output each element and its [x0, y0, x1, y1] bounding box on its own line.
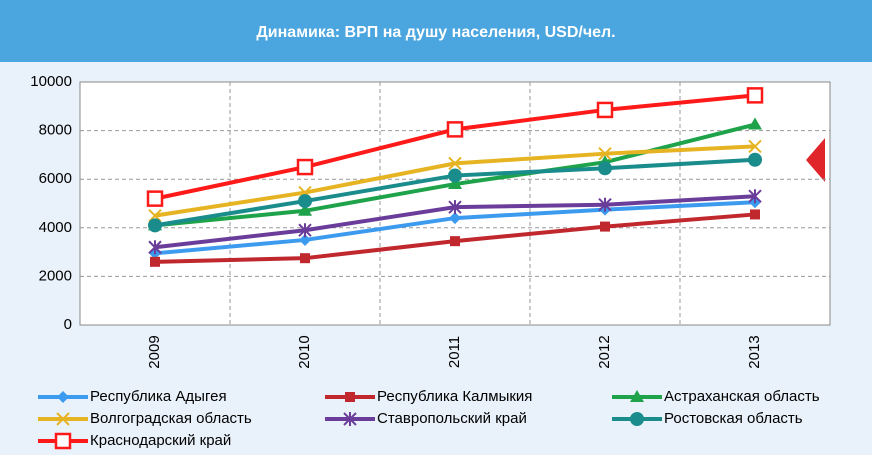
marker: [298, 223, 312, 238]
marker: [450, 236, 460, 247]
marker: [448, 177, 462, 190]
marker: [746, 87, 764, 104]
marker: [630, 412, 644, 426]
marker: [343, 412, 357, 426]
marker: [598, 197, 612, 212]
marker: [598, 161, 612, 176]
marker: [598, 146, 612, 161]
y-tick-label: 8000: [39, 122, 72, 139]
y-tick-label: 6000: [39, 170, 72, 187]
legend-label: Астраханская область: [664, 388, 820, 405]
marker: [630, 390, 644, 402]
marker: [748, 152, 762, 167]
marker: [54, 432, 72, 450]
marker: [750, 209, 760, 220]
marker: [57, 391, 69, 403]
x-tick-label: 2009: [146, 335, 163, 368]
plot-border: [79, 81, 831, 326]
marker: [448, 200, 462, 215]
x-tick-label: 2012: [596, 335, 613, 368]
title-banner: [0, 0, 872, 62]
x-tick-label: 2010: [296, 335, 313, 368]
legend-label: Волгоградская область: [90, 410, 252, 427]
marker: [148, 240, 162, 255]
marker: [298, 203, 312, 216]
marker: [748, 117, 762, 130]
y-tick-label: 2000: [39, 267, 72, 284]
marker: [298, 194, 312, 209]
marker: [748, 189, 762, 204]
marker: [296, 158, 314, 176]
marker: [146, 190, 164, 207]
marker: [448, 168, 462, 183]
marker: [299, 233, 311, 246]
marker: [448, 156, 462, 171]
legend-label: Краснодарский край: [90, 432, 231, 449]
legend-label: Республика Калмыкия: [377, 388, 532, 405]
marker: [748, 139, 762, 154]
marker: [449, 212, 461, 225]
pointer: [806, 138, 825, 182]
marker: [446, 121, 464, 138]
y-tick-label: 0: [64, 316, 72, 333]
marker: [596, 101, 614, 119]
marker: [148, 218, 162, 233]
legend-label: Республика Адыгея: [90, 388, 227, 405]
marker: [600, 221, 610, 232]
marker: [345, 392, 355, 402]
marker: [56, 412, 70, 426]
y-tick-label: 10000: [30, 73, 72, 90]
x-tick-label: 2011: [446, 336, 463, 368]
y-tick-label: 4000: [39, 219, 72, 236]
x-tick-label: 2013: [746, 335, 763, 368]
legend-label: Ростовская область: [664, 410, 803, 427]
marker: [150, 256, 160, 267]
chart-title: Динамика: ВРП на душу населения, USD/чел…: [256, 24, 615, 41]
legend-label: Ставропольский край: [377, 410, 527, 427]
marker: [300, 253, 310, 264]
